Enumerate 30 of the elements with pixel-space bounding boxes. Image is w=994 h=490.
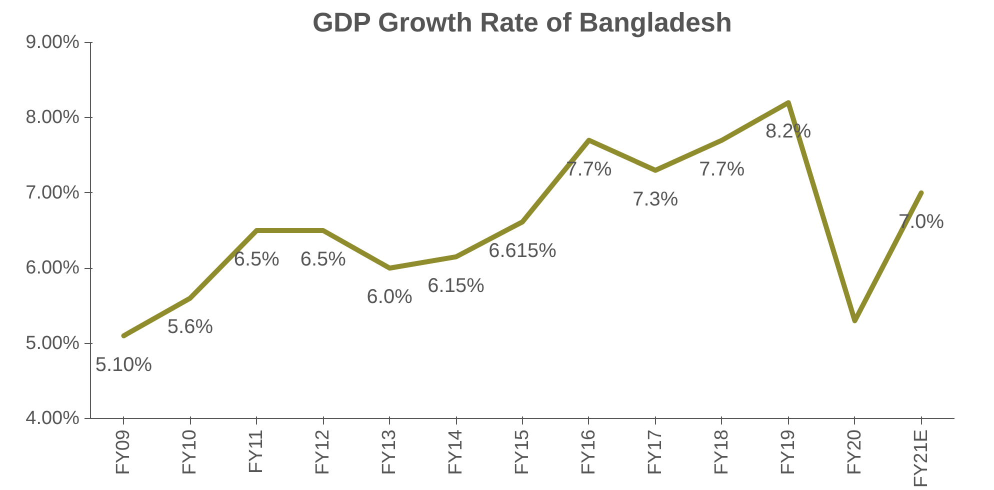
x-tick-label: FY15 <box>512 429 533 475</box>
y-tick-label: 5.00% <box>26 332 80 354</box>
x-tick-label: FY21E <box>910 429 932 488</box>
x-tick-label: FY09 <box>113 429 134 475</box>
x-tick-label: FY14 <box>446 429 467 475</box>
data-label: 6.5% <box>234 248 280 270</box>
x-tick-label: FY10 <box>180 429 201 475</box>
data-label: 5.6% <box>167 316 214 338</box>
data-label: 7.3% <box>632 188 678 210</box>
y-tick-label: 8.00% <box>26 107 80 128</box>
data-label: 6.15% <box>428 274 485 297</box>
y-tick-label: 6.00% <box>26 258 80 279</box>
y-tick-label: 9.00% <box>26 32 80 53</box>
x-tick-label: FY17 <box>644 429 666 475</box>
x-tick-label: FY11 <box>246 429 268 474</box>
data-label: 5.10% <box>95 354 152 376</box>
y-tick-label: 4.00% <box>26 408 80 429</box>
x-tick-label: FY16 <box>578 429 600 475</box>
data-label: 6.615% <box>488 240 557 262</box>
y-tick-label: 7.00% <box>26 182 80 204</box>
data-label: 6.0% <box>366 286 413 308</box>
data-label: 7.7% <box>699 158 745 180</box>
data-label: 7.7% <box>566 158 612 180</box>
x-tick-label: FY13 <box>379 429 400 475</box>
x-tick-label: FY18 <box>711 429 732 475</box>
data-label: 6.5% <box>300 248 346 270</box>
chart-title: GDP Growth Rate of Bangladesh <box>312 8 732 38</box>
x-tick-label: FY19 <box>778 429 799 475</box>
x-tick-label: FY20 <box>844 429 866 475</box>
x-tick-label: FY12 <box>312 429 334 475</box>
